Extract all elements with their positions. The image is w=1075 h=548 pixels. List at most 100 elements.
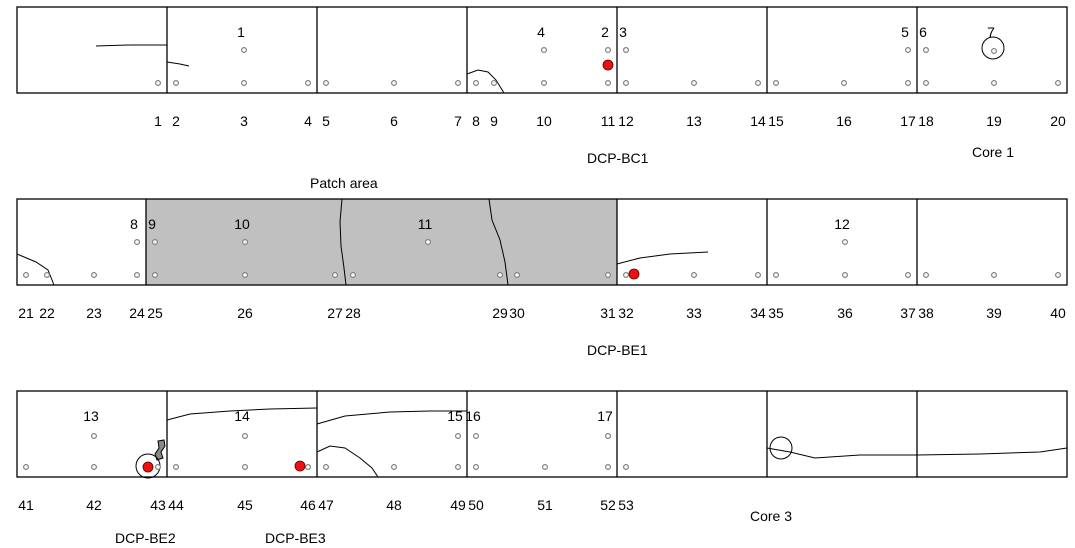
- point-number-label: 53: [618, 497, 634, 513]
- point-number-label: 25: [147, 305, 163, 321]
- point-number-label: 3: [240, 113, 248, 129]
- test-point: [1054, 272, 1061, 279]
- test-point: [690, 79, 697, 86]
- point-number-label: 9: [490, 113, 498, 129]
- survey-points: [23, 46, 1061, 471]
- point-number-label: 48: [386, 497, 402, 513]
- point-number-label: 7: [454, 113, 462, 129]
- point-number-label: 21: [18, 305, 34, 321]
- test-point: [173, 464, 180, 471]
- point-number-label: 35: [768, 305, 784, 321]
- strip-row-1: [16, 6, 1068, 94]
- point-number-label: 18: [918, 113, 934, 129]
- patch-area-label: Patch area: [310, 175, 378, 191]
- point-number-label: 42: [86, 497, 102, 513]
- slab-number-label: 16: [465, 408, 481, 424]
- point-number-label: 46: [300, 497, 316, 513]
- test-point: [690, 272, 697, 279]
- slab-test-point: [473, 433, 480, 440]
- point-number-label: 22: [39, 305, 55, 321]
- slab-test-point: [922, 46, 929, 53]
- slab-test-point: [540, 46, 547, 53]
- point-number-label: 52: [600, 497, 616, 513]
- test-point: [990, 79, 997, 86]
- point-number-label: 23: [86, 305, 102, 321]
- point-number-label: 51: [537, 497, 553, 513]
- point-labels: 1 2 3 4 5 6 7 8 9 10 11 12 13 14 15 16 17 18 19 201 2 34 5 6 721…: [18, 24, 1066, 513]
- point-number-label: 44: [168, 497, 184, 513]
- core-3-label: Core 3: [750, 508, 792, 524]
- slab-number-label: 1: [237, 24, 245, 40]
- test-point: [241, 79, 248, 86]
- test-point: [513, 272, 520, 279]
- point-number-label: 36: [837, 305, 853, 321]
- slab-number-label: 13: [83, 408, 99, 424]
- point-number-label: 28: [345, 305, 361, 321]
- strip-outline: [16, 198, 1068, 286]
- point-number-label: 39: [986, 305, 1002, 321]
- slab-number-label: 7: [987, 24, 995, 40]
- point-number-label: 45: [237, 497, 253, 513]
- test-point: [134, 272, 141, 279]
- point-number-label: 10: [536, 113, 552, 129]
- point-number-label: 29: [492, 305, 508, 321]
- point-number-label: 38: [918, 305, 934, 321]
- point-number-label: 40: [1050, 305, 1066, 321]
- slab-test-point: [904, 46, 911, 53]
- test-point: [922, 79, 929, 86]
- test-point: [904, 79, 911, 86]
- test-point: [772, 272, 779, 279]
- slab-test-point: [241, 46, 248, 53]
- dcp-bc1-label: DCP-BC1: [587, 150, 649, 166]
- slab-number-label: 11: [418, 216, 433, 232]
- slab-test-point: [425, 239, 432, 246]
- point-number-label: 14: [750, 113, 766, 129]
- dcp-be1-label: DCP-BE1: [587, 342, 648, 358]
- strip-row-2: [16, 198, 1068, 286]
- cracks-row-1: [95, 44, 505, 94]
- patch-area: [146, 199, 617, 285]
- crack: [766, 447, 1068, 459]
- slab-test-point: [990, 47, 997, 54]
- point-number-label: 12: [618, 113, 634, 129]
- test-point: [305, 464, 312, 471]
- test-point: [922, 272, 929, 279]
- test-point: [772, 79, 779, 86]
- crack: [316, 445, 379, 478]
- slab-test-point: [455, 433, 462, 440]
- test-point: [323, 79, 330, 86]
- point-number-label: 33: [686, 305, 702, 321]
- point-number-label: 11: [601, 113, 616, 129]
- slab-number-label: 15: [447, 408, 463, 424]
- test-point: [540, 79, 547, 86]
- point-number-label: 15: [768, 113, 784, 129]
- test-point: [841, 272, 848, 279]
- cracks-row-3: [166, 407, 1068, 478]
- test-point: [541, 464, 548, 471]
- test-point: [473, 464, 480, 471]
- slab-number-label: 17: [597, 408, 613, 424]
- test-point: [455, 464, 462, 471]
- crack: [166, 407, 318, 421]
- crack: [616, 251, 709, 265]
- test-point: [604, 464, 611, 471]
- point-number-label: 4: [304, 113, 312, 129]
- slab-test-point: [152, 239, 159, 246]
- point-number-label: 27: [327, 305, 343, 321]
- test-point: [904, 272, 911, 279]
- test-point: [604, 79, 611, 86]
- point-number-label: 13: [686, 113, 702, 129]
- point-number-label: 26: [237, 305, 253, 321]
- point-number-label: 41: [18, 497, 34, 513]
- slab-test-point: [242, 433, 249, 440]
- point-number-label: 17: [900, 113, 916, 129]
- point-number-label: 2: [172, 113, 180, 129]
- slab-number-label: 3: [619, 24, 627, 40]
- test-point: [455, 79, 462, 86]
- slab-test-point: [90, 433, 97, 440]
- test-point: [1054, 79, 1061, 86]
- point-number-label: 20: [1050, 113, 1066, 129]
- core-1-label: Core 1: [972, 144, 1014, 160]
- point-number-label: 34: [750, 305, 766, 321]
